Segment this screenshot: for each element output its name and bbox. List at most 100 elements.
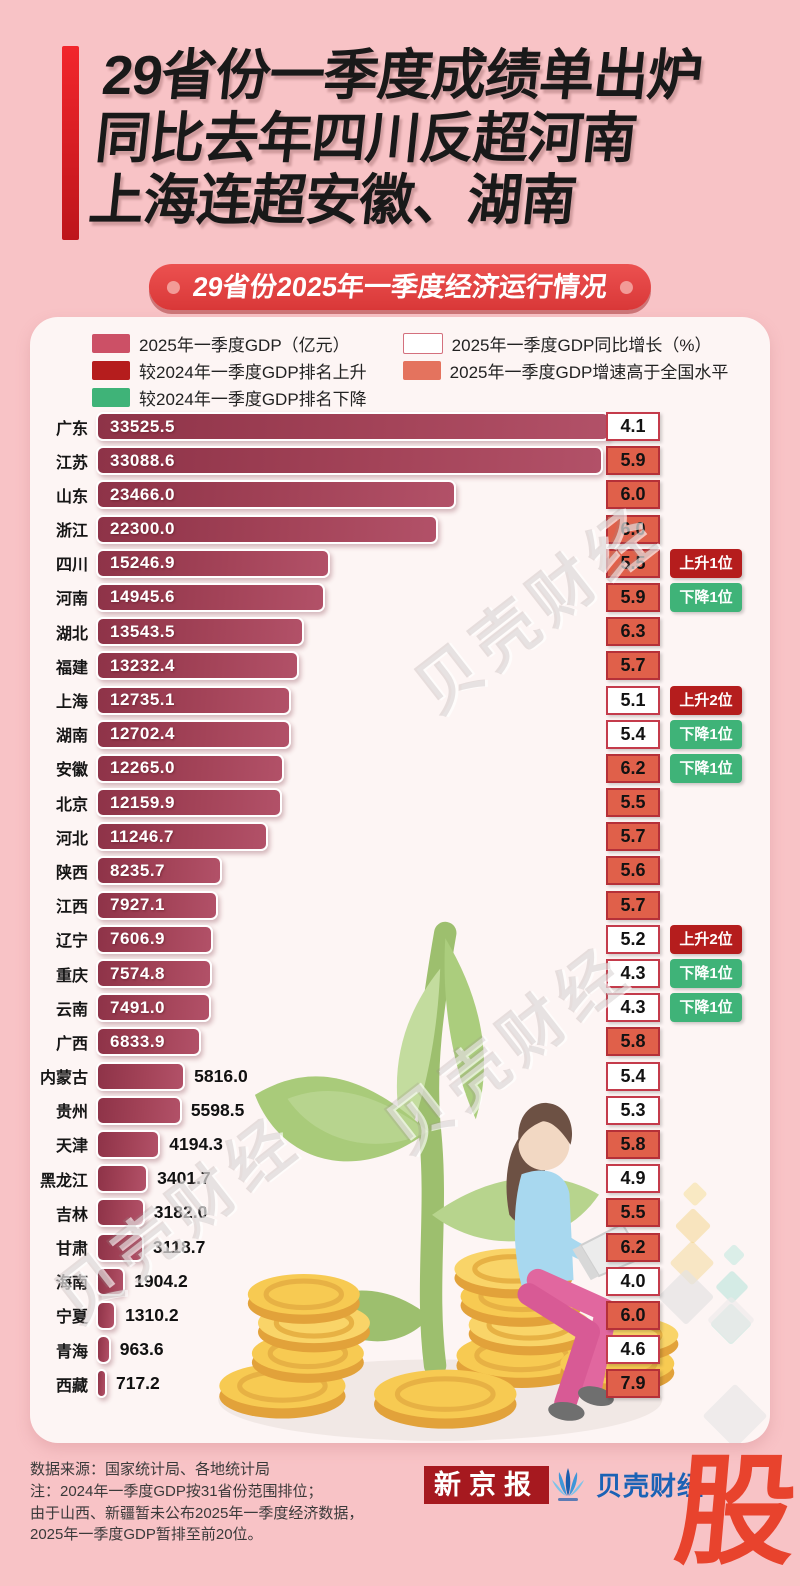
note-line: 2025年一季度GDP暂排至前20位。: [30, 1526, 263, 1544]
province-label: 内蒙古: [39, 1070, 88, 1088]
data-source-note: 数据来源：国家统计局、各地统计局 注：2024年一季度GDP按31省份范围排位；…: [30, 1459, 430, 1546]
province-label: 浙江: [55, 523, 88, 541]
province-label: 四川: [55, 557, 88, 575]
legend-item: 2025年一季度GDP同比增长（%）: [402, 332, 729, 355]
gdp-bar: 11246.7: [96, 822, 269, 852]
chart-row: 江苏 33088.6 5.9: [30, 446, 770, 476]
chart-row: 广西 6833.9 5.8: [30, 1027, 770, 1057]
growth-badge: 5.8: [606, 1129, 660, 1159]
gdp-value: 11246.7: [110, 826, 175, 846]
gdp-bar: 23466.0: [96, 480, 456, 510]
gdp-value: 23466.0: [110, 484, 175, 504]
growth-badge: 4.6: [606, 1335, 660, 1365]
chart-row: 吉林 3182.0 5.5: [30, 1198, 770, 1228]
chart-rows: 广东 33525.5 4.1 江苏 33088.6 5.9 山东 23466.0 6.0 浙江 22…: [30, 412, 770, 1399]
chart-row: 湖北 13543.5 6.3: [30, 617, 770, 647]
bar-area: 13232.4: [96, 651, 299, 681]
chart-card: 2025年一季度GDP（亿元） 较2024年一季度GDP排名上升 较2024年一季度…: [30, 317, 770, 1443]
gdp-bar: [96, 1095, 182, 1125]
gdp-bar: 22300.0: [96, 514, 438, 544]
legend-label: 2025年一季度GDP同比增长（%）: [451, 335, 712, 355]
gdp-bar: [96, 1061, 186, 1091]
growth-badge: 5.4: [606, 719, 660, 749]
gdp-bar: 7927.1: [96, 890, 218, 920]
gdp-value: 14945.6: [110, 587, 175, 607]
bar-area: 8235.7: [96, 856, 223, 886]
gdp-value: 12735.1: [110, 690, 175, 709]
gdp-bar: [96, 1164, 149, 1194]
growth-badge: 5.5: [606, 1198, 660, 1228]
gdp-bar: 12265.0: [96, 753, 285, 783]
chart-row: 黑龙江 3401.7 4.9: [30, 1164, 770, 1194]
title-accent-bar: [62, 46, 79, 240]
chart-row: 江西 7927.1 5.7: [30, 890, 770, 920]
gdp-value: 12159.9: [110, 792, 175, 812]
legend-item: 较2024年一季度GDP排名上升: [92, 360, 367, 382]
gdp-bar: 8235.7: [96, 856, 223, 886]
gdp-bar: 7491.0: [96, 993, 211, 1023]
legend-label: 较2024年一季度GDP排名下降: [139, 389, 367, 409]
growth-illustration: [218, 921, 679, 1441]
growth-badge: 6.0: [606, 480, 660, 510]
gdp-bar: 13232.4: [96, 651, 299, 681]
gdp-value: 33525.5: [110, 416, 175, 436]
gdp-value: 4194.3: [169, 1133, 223, 1154]
province-label: 宁夏: [55, 1309, 88, 1327]
chart-legend: 2025年一季度GDP（亿元） 较2024年一季度GDP排名上升 较2024年一季度…: [92, 332, 729, 409]
growth-badge: 4.9: [606, 1164, 660, 1194]
gdp-value: 22300.0: [110, 519, 175, 539]
province-label: 天津: [55, 1138, 88, 1156]
beike-finance-label: 贝壳财经: [596, 1470, 705, 1501]
chart-row: 陕西 8235.7 5.6: [30, 856, 770, 886]
chart-row: 河南 14945.6 5.9 下降1位: [30, 582, 770, 612]
legend-label: 2025年一季度GDP（亿元）: [139, 335, 350, 355]
gdp-bar: [96, 1198, 145, 1228]
legend-swatch-growth: [402, 332, 443, 354]
banner-dot-right: [620, 281, 634, 294]
growth-badge: 5.9: [606, 446, 660, 476]
bar-area: 5816.0: [96, 1061, 248, 1091]
province-label: 黑龙江: [39, 1172, 88, 1190]
growth-badge: 4.3: [606, 959, 660, 988]
legend-right: 2025年一季度GDP同比增长（%） 2025年一季度GDP增速高于全国水平: [402, 332, 729, 407]
growth-badge: 5.4: [606, 1061, 660, 1091]
gdp-value: 7574.8: [110, 963, 165, 983]
province-label: 河南: [55, 591, 88, 609]
chart-row: 山东 23466.0 6.0: [30, 480, 770, 510]
gdp-bar: [96, 1232, 144, 1262]
growth-badge: 5.6: [606, 856, 660, 886]
province-label: 北京: [55, 796, 88, 814]
gdp-bar: 15246.9: [96, 548, 330, 578]
bar-area: 3182.0: [96, 1198, 207, 1228]
province-label: 山东: [55, 488, 88, 506]
province-label: 广东: [55, 420, 88, 438]
gdp-value: 33088.6: [110, 450, 175, 470]
chart-row: 上海 12735.1 5.1 上升2位: [30, 685, 770, 715]
growth-badge: 5.5: [606, 548, 660, 578]
legend-left: 2025年一季度GDP（亿元） 较2024年一季度GDP排名上升 较2024年一季度…: [92, 333, 367, 409]
gdp-value: 5816.0: [194, 1065, 248, 1086]
bar-area: 15246.9: [96, 548, 330, 578]
province-label: 河北: [55, 830, 88, 848]
growth-badge: 5.9: [606, 582, 660, 612]
rank-change-badge-down: 下降1位: [670, 993, 742, 1023]
rank-change-badge-up: 上升1位: [670, 548, 742, 578]
bar-area: 717.2: [96, 1369, 160, 1399]
gdp-value: 6833.9: [110, 1031, 165, 1051]
gdp-bar: 12702.4: [96, 719, 291, 749]
bar-area: 12265.0: [96, 753, 285, 783]
province-label: 辽宁: [55, 933, 88, 951]
rank-change-badge-up: 上升2位: [670, 685, 742, 715]
bar-area: 12159.9: [96, 788, 283, 818]
gdp-value: 7927.1: [110, 895, 165, 915]
growth-badge: 5.7: [606, 822, 660, 852]
chart-row: 重庆 7574.8 4.3 下降1位: [30, 959, 770, 988]
chart-row: 辽宁 7606.9 5.2 上升2位: [30, 924, 770, 954]
gdp-value: 717.2: [115, 1373, 160, 1394]
growth-badge: 4.1: [606, 412, 660, 441]
note-line: 数据来源：国家统计局、各地统计局: [30, 1461, 271, 1478]
legend-label: 较2024年一季度GDP排名上升: [139, 362, 367, 382]
xinjingbao-logo: 新京报: [424, 1466, 549, 1504]
chart-row: 浙江 22300.0 6.0: [30, 514, 770, 544]
gdp-bar: [96, 1369, 107, 1399]
